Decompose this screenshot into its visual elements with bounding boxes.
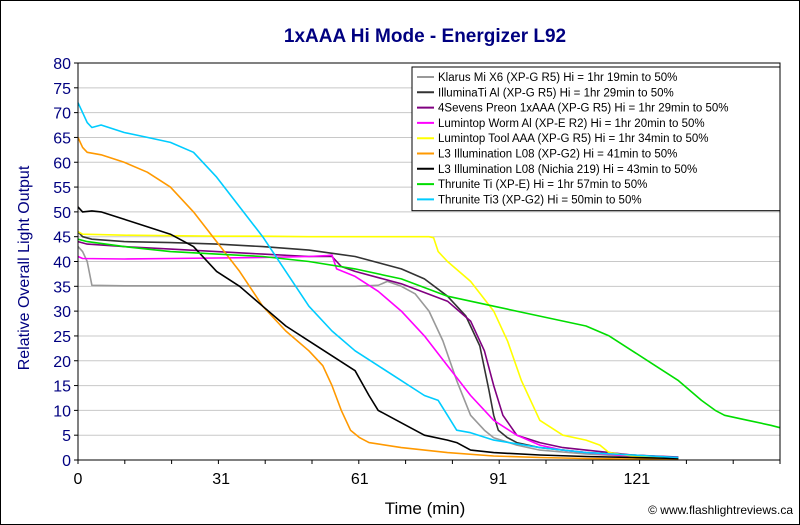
y-tick-label: 65 — [53, 130, 71, 147]
legend-label: L3 Illumination L08 (XP-G2) Hi = 41min t… — [438, 149, 677, 161]
y-tick-label: 40 — [53, 255, 71, 272]
y-tick-label: 25 — [53, 329, 71, 346]
x-tick-label: 31 — [212, 471, 230, 488]
y-tick-label: 35 — [53, 279, 71, 296]
series-line-8 — [77, 238, 781, 429]
series-line-9 — [77, 102, 679, 459]
legend-label: Lumintop Tool AAA (XP-G R5) Hi = 1hr 34m… — [438, 133, 709, 145]
y-tick-label: 70 — [53, 106, 71, 123]
legend-label: Thrunite Ti3 (XP-G2) Hi = 50min to 50% — [438, 194, 642, 206]
y-tick-label: 60 — [53, 155, 71, 172]
y-tick-label: 55 — [53, 180, 71, 197]
y-tick-label: 10 — [53, 403, 71, 420]
y-tick-label: 30 — [53, 304, 71, 321]
x-tick-label: 121 — [623, 471, 650, 488]
y-tick-label: 45 — [53, 230, 71, 247]
legend-label: Lumintop Worm Al (XP-E R2) Hi = 1hr 20mi… — [438, 118, 705, 130]
x-tick-label: 0 — [74, 471, 83, 488]
series-line-1 — [77, 246, 679, 459]
legend-label: Thrunite Ti (XP-E) Hi = 1hr 57min to 50% — [438, 179, 647, 191]
chart-title: 1xAAA Hi Mode - Energizer L92 — [284, 26, 566, 47]
y-tick-label: 50 — [53, 205, 71, 222]
y-tick-label: 15 — [53, 379, 71, 396]
legend-label: L3 Illumination L08 (Nichia 219) Hi = 43… — [438, 164, 697, 176]
plot-area: 0 5 10 15 20 25 30 35 40 45 50 55 60 65 70 75 80 0 31 61 91 1… — [53, 56, 781, 488]
legend-box — [411, 66, 781, 212]
legend-label: IlluminaTi Al (XP-G R5) Hi = 1hr 29min t… — [438, 87, 674, 99]
x-tick-label: 61 — [351, 471, 369, 488]
series-line-3 — [77, 240, 679, 458]
y-tick-label: 75 — [53, 81, 71, 98]
y-tick-label: 20 — [53, 354, 71, 371]
series-line-7 — [77, 206, 679, 460]
plot-border — [77, 62, 781, 461]
legend-label: Klarus Mi X6 (XP-G R5) Hi = 1hr 19min to… — [438, 72, 677, 84]
y-axis-label: Relative Overall Light Output — [16, 165, 33, 370]
y-tick-label: 80 — [53, 56, 71, 73]
series-line-4 — [77, 254, 679, 459]
legend-label: 4Sevens Preon 1xAAA (XP-G R5) Hi = 1hr 2… — [438, 103, 729, 115]
x-axis-label: Time (min) — [385, 499, 466, 518]
y-tick-label: 5 — [62, 428, 71, 445]
series-line-5 — [77, 230, 679, 459]
y-tick-label: 0 — [62, 453, 71, 470]
x-tick-label: 91 — [489, 471, 507, 488]
series-line-6 — [77, 137, 679, 461]
credit-text: © www.flashlightreviews.ca — [648, 503, 793, 517]
